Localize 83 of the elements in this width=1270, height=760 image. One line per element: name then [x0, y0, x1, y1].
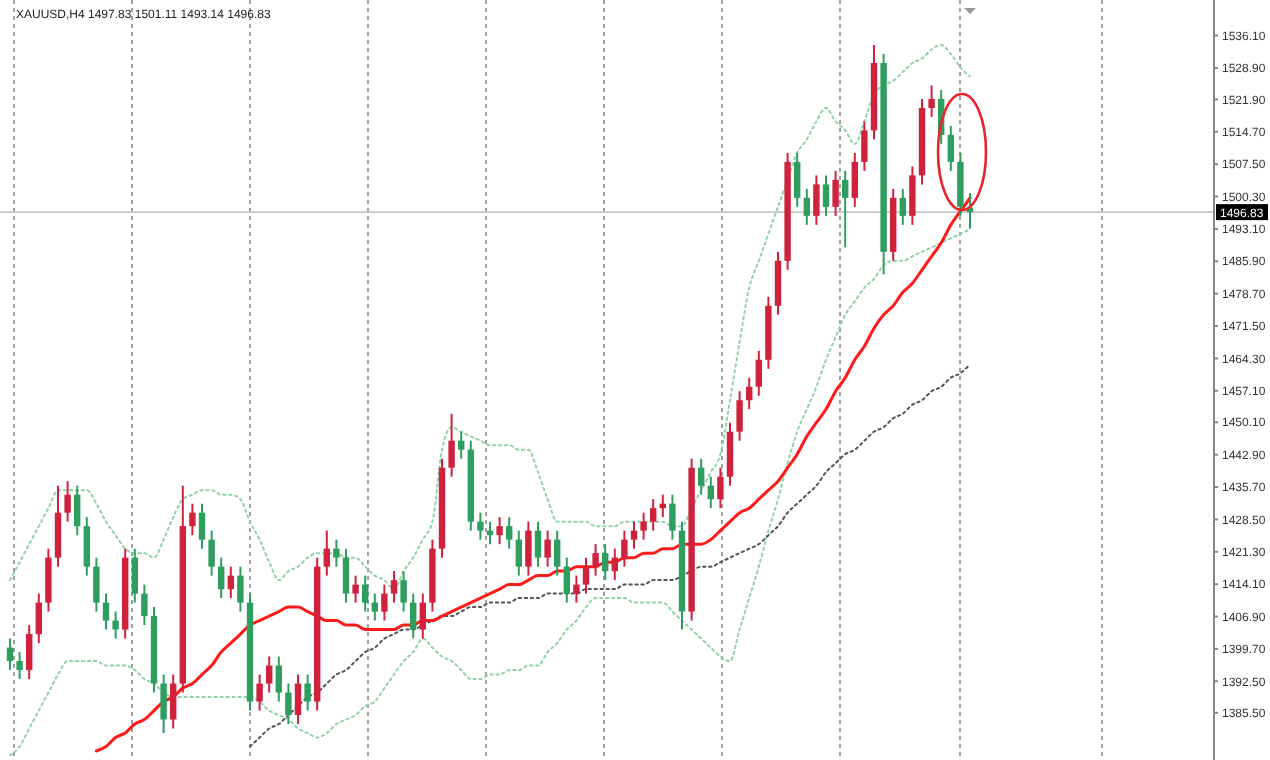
candlestick — [237, 565, 244, 613]
candlestick — [16, 651, 23, 681]
candlestick — [621, 529, 628, 568]
candlestick — [218, 556, 225, 600]
candlestick — [592, 543, 599, 577]
candlestick — [717, 466, 724, 510]
candlestick — [755, 349, 762, 397]
candlestick — [650, 498, 657, 532]
candlestick — [707, 475, 714, 510]
candlestick — [227, 565, 234, 600]
candlestick — [957, 151, 964, 217]
candlestick — [544, 529, 551, 568]
candlestick — [525, 520, 532, 577]
candlestick — [112, 610, 119, 640]
line-series — [9, 43, 971, 591]
candlestick — [189, 502, 196, 537]
candlestick — [266, 655, 273, 694]
candlestick — [602, 543, 609, 582]
candlestick — [794, 151, 801, 208]
candlestick — [822, 174, 830, 217]
candlestick — [35, 592, 42, 645]
candlestick — [323, 529, 330, 577]
candlestick — [861, 120, 868, 172]
candlestick — [74, 484, 81, 537]
candlestick — [803, 187, 810, 226]
candlestick — [381, 583, 388, 622]
candlestick — [842, 169, 849, 249]
candlestick — [64, 480, 71, 523]
candlestick — [947, 124, 954, 172]
candlestick — [563, 556, 570, 604]
candlestick — [285, 682, 292, 726]
candlestick — [26, 624, 33, 681]
candlestick — [909, 165, 916, 226]
candlestick — [131, 547, 138, 604]
candlestick — [390, 570, 398, 604]
candlestick — [726, 421, 734, 487]
candlestick — [774, 250, 782, 316]
candlestick — [611, 547, 618, 582]
candlestick — [54, 484, 62, 568]
candlestick — [294, 673, 302, 726]
candlestick — [419, 592, 426, 640]
candlestick — [630, 520, 638, 550]
candlestick — [256, 673, 263, 712]
candlestick — [170, 673, 177, 730]
candlestick — [554, 529, 561, 577]
candlestick — [477, 511, 484, 541]
candlestick — [208, 529, 215, 577]
candlestick — [640, 511, 647, 541]
candlestick — [496, 516, 503, 546]
candlestick — [304, 673, 311, 712]
candlestick — [813, 174, 820, 226]
candlestick — [362, 574, 369, 613]
candlestick — [448, 412, 455, 478]
candlestick — [698, 457, 705, 496]
candlestick — [45, 547, 52, 613]
candlestick — [851, 151, 858, 208]
candlestick — [83, 516, 90, 577]
candlestick — [371, 592, 378, 622]
candlestick — [6, 637, 14, 672]
candlestick — [400, 570, 407, 613]
candlestick — [93, 556, 100, 613]
candlestick — [506, 516, 513, 550]
line-series — [249, 363, 971, 748]
candlestick — [669, 493, 676, 541]
candlestick — [832, 169, 839, 217]
candlestick — [515, 529, 522, 577]
candlestick — [410, 592, 417, 640]
candlestick — [534, 520, 542, 568]
candlestick — [141, 583, 148, 627]
candlestick — [342, 547, 350, 604]
candlestick — [582, 556, 590, 595]
candlestick — [198, 502, 206, 550]
candlestick — [352, 574, 359, 604]
candlestick — [102, 592, 110, 631]
candlestick — [160, 673, 167, 735]
candlestick — [899, 187, 906, 226]
candlestick — [746, 376, 753, 411]
candlestick — [458, 430, 465, 460]
candlestick — [928, 84, 935, 118]
candlestick — [573, 574, 580, 604]
candlestick — [736, 390, 743, 442]
candlestick — [333, 538, 340, 568]
candlestick — [275, 655, 282, 703]
